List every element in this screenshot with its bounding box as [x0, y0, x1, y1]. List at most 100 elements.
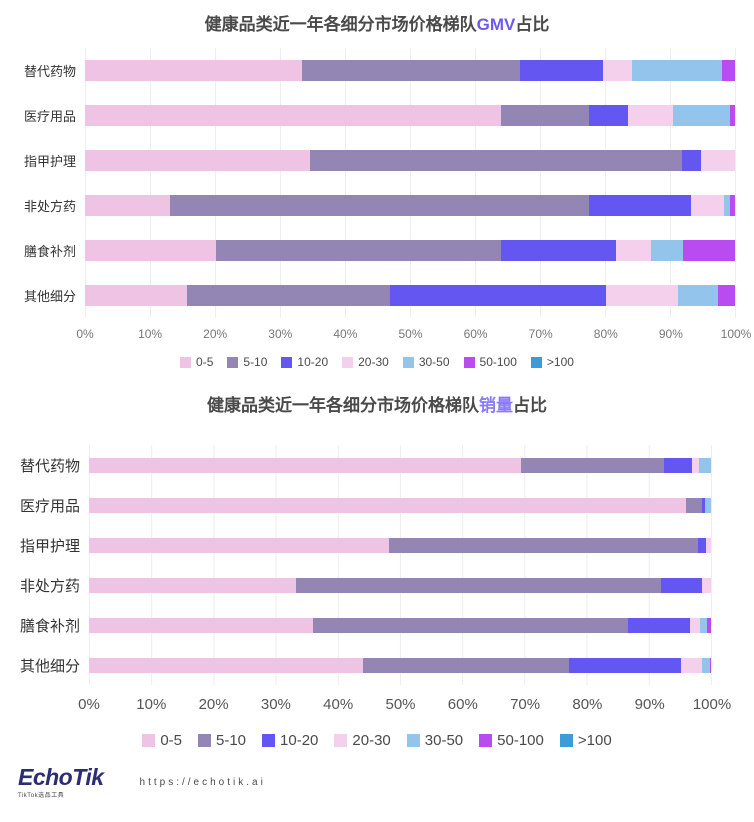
legend-item: 0-5	[180, 355, 213, 369]
bar-segment-30-50	[672, 105, 730, 126]
bar-segment-5-10	[187, 285, 390, 306]
legend-label: 5-10	[216, 732, 247, 749]
legend-swatch	[227, 356, 239, 368]
legend-swatch	[180, 356, 192, 368]
bar-segment-5-10	[501, 105, 590, 126]
gmv-plot-area: 替代药物医疗用品指甲护理非处方药膳食补剂其他细分	[24, 48, 736, 318]
title-prefix: 健康品类近一年各细分市场价格梯队	[207, 396, 479, 415]
bar-segment-30-50	[701, 657, 710, 673]
legend-swatch	[342, 356, 354, 368]
bar-segment-5-10	[302, 60, 520, 81]
legend-item: 20-30	[342, 355, 389, 369]
legend-swatch	[463, 356, 475, 368]
legend-label: 20-30	[358, 355, 389, 369]
legend-item: >100	[530, 355, 574, 369]
bar-row: 替代药物	[20, 445, 711, 485]
axis-tick-label: 10%	[138, 327, 163, 341]
gmv-chart-title: 健康品类近一年各细分市场价格梯队GMV占比	[0, 0, 754, 36]
gmv-share-chart: 健康品类近一年各细分市场价格梯队GMV占比 替代药物医疗用品指甲护理非处方药膳食…	[0, 0, 754, 369]
stacked-bar	[85, 285, 735, 306]
bar-row: 指甲护理	[24, 138, 735, 183]
category-label: 医疗用品	[23, 109, 76, 124]
gmv-legend: 0-5 5-10 10-20 20-30 30-50 50-100 >100	[0, 355, 754, 369]
axis-tick-label: 70%	[510, 696, 541, 713]
category-label: 指甲护理	[23, 154, 76, 169]
legend-item: 5-10	[198, 732, 246, 749]
footer: EchoTik TikTok选品工具 https://echotik.ai	[18, 765, 754, 799]
axis-tick-label: 70%	[528, 327, 553, 341]
legend-label: 0-5	[196, 355, 214, 369]
bar-row: 医疗用品	[24, 93, 735, 138]
bar-row: 非处方药	[20, 565, 711, 605]
bar-row: 替代药物	[24, 48, 735, 93]
axis-tick-label: 30%	[260, 696, 291, 713]
bar-row: 其他细分	[24, 273, 735, 318]
bar-segment-10-20	[389, 285, 607, 306]
bar-segment-50-100	[729, 105, 735, 126]
legend-item: 30-50	[402, 355, 450, 369]
category-label: 膳食补剂	[23, 244, 76, 259]
legend-swatch	[198, 734, 211, 747]
axis-tick-label: 60%	[447, 696, 478, 713]
legend-swatch	[530, 356, 542, 368]
bar-segment-5-10	[309, 150, 683, 171]
bar-segment-10-20	[589, 105, 628, 126]
legend-swatch	[406, 734, 420, 747]
bar-segment-10-20	[697, 537, 706, 553]
legend-label: 30-50	[418, 355, 450, 369]
axis-tick-label: 100%	[720, 327, 752, 341]
legend-swatch	[262, 734, 276, 747]
bar-segment-5-10	[295, 577, 661, 593]
legend-swatch	[142, 734, 156, 747]
legend-label: >100	[577, 732, 612, 749]
bar-row: 膳食补剂	[20, 605, 711, 645]
bar-segment-20-30	[692, 457, 699, 473]
axis-tick-label: 50%	[385, 696, 416, 713]
category-label: 非处方药	[23, 199, 76, 214]
bar-segment-20-30	[700, 150, 735, 171]
title-prefix: 健康品类近一年各细分市场价格梯队	[204, 15, 477, 34]
legend-item: 10-20	[281, 355, 328, 369]
legend-label: 0-5	[160, 732, 182, 749]
stacked-bar	[89, 497, 711, 513]
bar-segment-0-5	[89, 537, 390, 553]
axis-tick-label: 20%	[198, 696, 229, 713]
bar-segment-50-100	[682, 240, 735, 261]
title-suffix: 占比	[515, 15, 550, 34]
bar-segment-5-10	[362, 657, 570, 673]
bar-row: 膳食补剂	[24, 228, 735, 273]
stacked-bar	[89, 657, 711, 673]
legend-item: 30-50	[406, 732, 463, 749]
bar-segment-20-30	[701, 577, 711, 593]
echotik-logo: EchoTik TikTok选品工具	[18, 765, 104, 799]
bar-segment-5-10	[215, 240, 501, 261]
axis-tick-label: 0%	[78, 696, 100, 713]
bar-segment-0-5	[85, 60, 303, 81]
bar-segment-20-30	[616, 240, 652, 261]
legend-item: 20-30	[334, 732, 391, 749]
bar-segment-10-20	[500, 240, 617, 261]
sales-share-chart: 健康品类近一年各细分市场价格梯队销量占比 替代药物 医疗用品 指甲护理 非处方药 膳食补…	[0, 369, 754, 749]
legend-item: 50-100	[463, 355, 517, 369]
legend-swatch	[402, 356, 414, 368]
axis-tick-label: 30%	[268, 327, 293, 341]
legend-label: 50-100	[497, 732, 544, 749]
axis-tick-label: 80%	[593, 327, 618, 341]
legend-swatch	[479, 734, 493, 747]
bar-segment-10-20	[627, 617, 690, 633]
sales-plot-area: 替代药物 医疗用品 指甲护理 非处方药 膳食补剂 其他细分	[20, 445, 712, 685]
legend-label: 50-100	[479, 355, 517, 369]
title-highlight-sales: 销量	[479, 396, 513, 415]
axis-tick-label: 90%	[658, 327, 683, 341]
bar-segment-10-20	[664, 457, 693, 473]
bar-segment-10-20	[660, 577, 702, 593]
axis-tick-label: 100%	[692, 696, 732, 713]
axis-tick-label: 40%	[333, 327, 358, 341]
stacked-bar	[89, 577, 711, 593]
bar-segment-0-5	[89, 497, 687, 513]
legend-item: 10-20	[262, 732, 318, 749]
bar-segment-30-50	[699, 617, 707, 633]
bar-segment-30-50	[631, 60, 722, 81]
sales-chart-title: 健康品类近一年各细分市场价格梯队销量占比	[0, 369, 754, 417]
legend-label: 10-20	[280, 732, 319, 749]
